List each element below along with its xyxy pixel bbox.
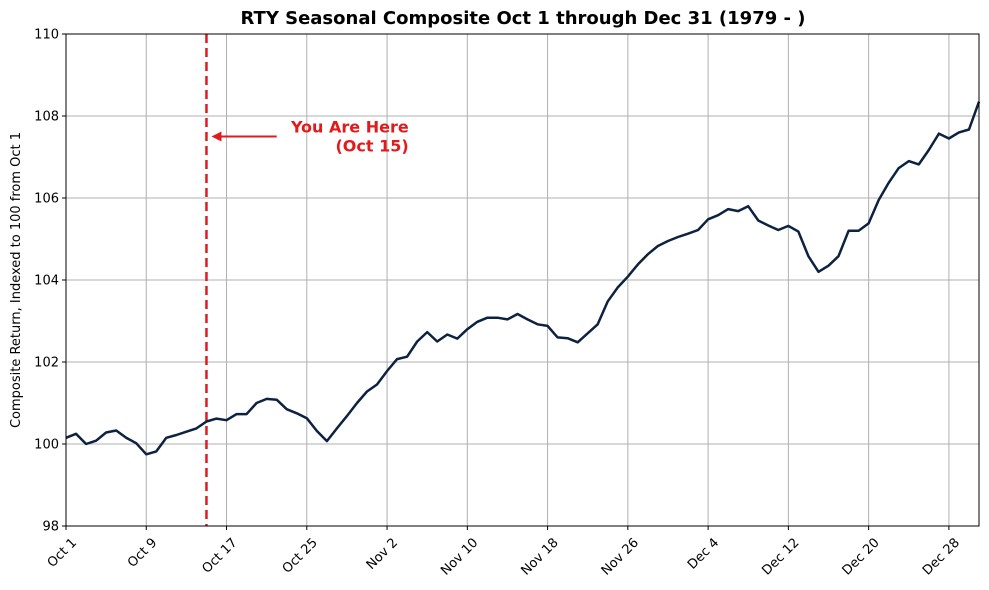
x-tick-label: Dec 12 (759, 535, 802, 578)
annotation-layer: You Are Here (Oct 15) (211, 118, 409, 156)
annotation-text-line1: You Are Here (290, 118, 409, 137)
grid-lines (65, 33, 979, 527)
x-tick-label: Oct 25 (280, 535, 321, 576)
x-tick-label: Nov 26 (599, 535, 642, 578)
x-tick-label: Oct 9 (125, 535, 160, 570)
x-tick-label: Oct 17 (199, 535, 240, 576)
annotation-text-line2: (Oct 15) (335, 137, 408, 156)
x-tick-label: Dec 4 (685, 535, 722, 572)
x-tick-label: Nov 2 (364, 535, 401, 572)
y-tick-label: 108 (34, 110, 59, 125)
y-axis-label: Composite Return, Indexed to 100 from Oc… (9, 132, 24, 428)
x-tick-label: Dec 20 (840, 535, 883, 578)
y-tick-label: 102 (34, 356, 59, 371)
y-tick-label: 104 (34, 274, 59, 289)
y-tick-label: 98 (42, 520, 59, 535)
x-tick-label: Oct 1 (45, 535, 80, 570)
x-tick-label: Nov 10 (438, 535, 481, 578)
chart-title: RTY Seasonal Composite Oct 1 through Dec… (240, 8, 805, 29)
y-axis: 98 100 102 104 106 108 110 (34, 28, 66, 535)
x-tick-label: Nov 18 (518, 535, 561, 578)
x-tick-label: Dec 28 (920, 535, 963, 578)
series-layer (65, 101, 981, 456)
annotation-arrowhead (211, 131, 222, 142)
y-tick-label: 110 (34, 28, 59, 43)
y-tick-label: 106 (34, 192, 59, 207)
x-axis: Oct 1 Oct 9 Oct 17 Oct 25 Nov 2 Nov 10 Nov 18 N… (45, 526, 963, 579)
series-line (65, 101, 981, 456)
y-tick-label: 100 (34, 438, 59, 453)
